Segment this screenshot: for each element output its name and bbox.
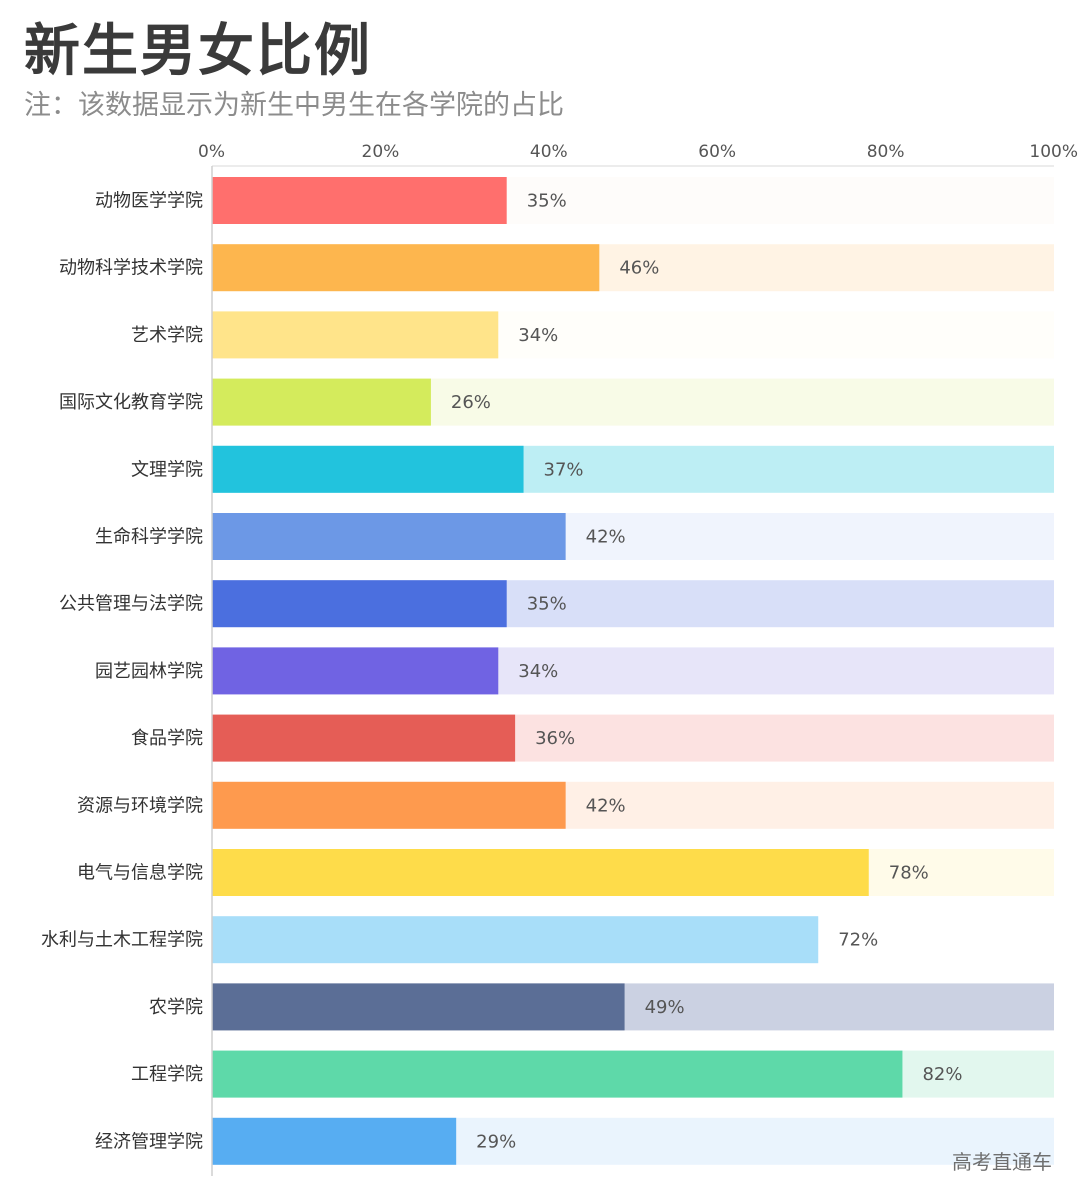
bar	[212, 1117, 457, 1165]
x-tick-label: 80%	[867, 142, 905, 162]
bar	[212, 244, 600, 292]
bar	[212, 311, 499, 359]
bar	[212, 647, 499, 695]
data-label: 72%	[838, 930, 878, 951]
bar	[212, 513, 566, 560]
category-label: 农学院	[149, 997, 203, 1018]
x-tick-label: 60%	[698, 142, 736, 162]
category-label: 动物科学技术学院	[59, 258, 203, 279]
bar	[212, 916, 819, 964]
data-label: 34%	[518, 661, 558, 682]
category-label: 文理学院	[131, 459, 203, 480]
category-label: 动物医学学院	[95, 191, 203, 212]
data-label: 42%	[586, 795, 626, 816]
bar	[212, 714, 516, 762]
data-label: 34%	[518, 325, 558, 346]
category-label: 生命科学学院	[95, 527, 203, 548]
data-label: 37%	[544, 459, 584, 480]
data-label: 82%	[922, 1064, 962, 1085]
chart-subtitle: 注：该数据显示为新生中男生在各学院的占比	[24, 90, 564, 121]
watermark: 高考直通车	[952, 1150, 1052, 1174]
category-label: 食品学院	[131, 728, 203, 749]
data-label: 29%	[476, 1131, 516, 1152]
x-tick-label: 100%	[1029, 142, 1078, 162]
x-tick-label: 0%	[198, 142, 225, 162]
bar	[212, 1050, 903, 1098]
data-label: 26%	[451, 392, 491, 413]
category-label: 资源与环境学院	[77, 795, 203, 816]
chart-title: 新生男女比例	[24, 19, 372, 84]
data-label: 36%	[535, 728, 575, 749]
data-label: 35%	[527, 594, 567, 615]
bar	[212, 177, 507, 224]
category-label: 公共管理与法学院	[59, 594, 203, 615]
bar	[212, 983, 625, 1031]
category-label: 经济管理学院	[95, 1131, 203, 1152]
bar	[212, 849, 869, 896]
category-label: 艺术学院	[131, 325, 203, 346]
category-label: 电气与信息学院	[77, 863, 203, 884]
data-label: 46%	[619, 258, 659, 279]
bar	[212, 378, 431, 426]
data-label: 42%	[586, 527, 626, 548]
category-label: 园艺园林学院	[95, 661, 203, 682]
bar	[212, 781, 566, 829]
category-label: 工程学院	[131, 1064, 203, 1085]
data-label: 35%	[527, 191, 567, 212]
data-label: 49%	[645, 997, 685, 1018]
x-tick-label: 40%	[530, 142, 568, 162]
category-label: 水利与土木工程学院	[41, 930, 203, 951]
bar	[212, 580, 507, 628]
category-label: 国际文化教育学院	[59, 392, 203, 413]
data-label: 78%	[889, 863, 929, 884]
x-tick-label: 20%	[362, 142, 400, 162]
bar	[212, 445, 524, 493]
